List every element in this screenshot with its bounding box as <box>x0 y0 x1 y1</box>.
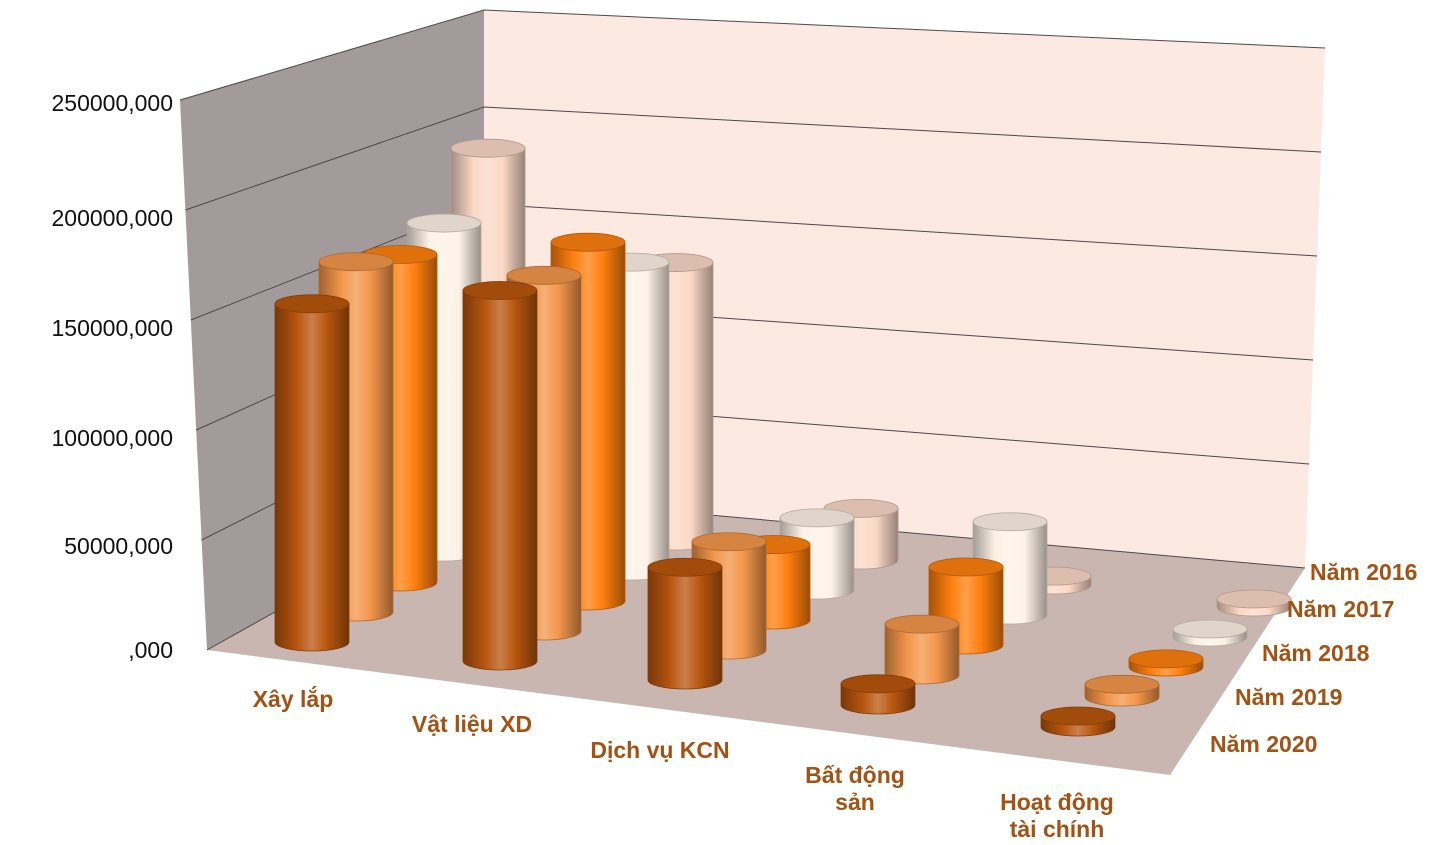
y-tick-label: 50000,000 <box>64 533 173 559</box>
series-labels: Năm 2016 Năm 2017 Năm 2018 Năm 2019 Năm 2020 <box>1210 559 1417 757</box>
y-tick-label: 250000,000 <box>51 90 173 116</box>
y-tick-label: 150000,000 <box>51 315 173 341</box>
cylinders <box>274 138 1292 737</box>
category-label: Hoạt động tài chính <box>1000 789 1114 842</box>
category-label: Dịch vụ KCN <box>590 737 729 763</box>
series-label: Năm 2018 <box>1262 640 1370 666</box>
cylinder <box>840 674 916 715</box>
cylinder <box>1128 649 1204 677</box>
cylinder <box>274 294 350 652</box>
category-label: Xây lắp <box>253 685 334 712</box>
category-label: Vật liệu XD <box>412 711 532 737</box>
series-label: Năm 2019 <box>1235 684 1342 710</box>
cylinder <box>1216 589 1292 617</box>
cylinder <box>462 281 538 671</box>
y-tick-label: 200000,000 <box>51 205 173 231</box>
series-label: Năm 2016 <box>1310 559 1417 585</box>
cylinder <box>1172 619 1248 647</box>
cylinder <box>884 614 960 685</box>
cylinder <box>1084 674 1160 707</box>
category-labels: Xây lắp Vật liệu XD Dịch vụ KCN Bất động sản… <box>253 685 1114 842</box>
y-tick-label: ,000 <box>128 637 173 663</box>
y-axis-ticks: 250000,000 200000,000 150000,000 100000,000… <box>51 90 173 663</box>
cylinder <box>647 557 723 690</box>
category-label: Bất động sản <box>805 762 905 815</box>
series-label: Năm 2017 <box>1287 596 1394 622</box>
series-label: Năm 2020 <box>1210 731 1317 757</box>
cylinder <box>1040 706 1116 737</box>
y-tick-label: 100000,000 <box>51 425 173 451</box>
